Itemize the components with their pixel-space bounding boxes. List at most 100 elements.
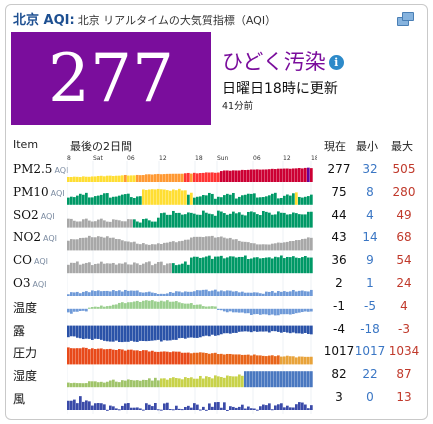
chart-bar [226,375,229,388]
chart-bar [262,197,265,205]
city-title[interactable]: 北京 AQI: [13,13,75,28]
chart-bar [232,239,235,251]
chart-bar [298,308,301,313]
chart-bar [259,325,262,332]
chart-bar [136,263,139,274]
chart-bar [289,371,292,388]
chart-bar [154,174,157,182]
chart-bar [193,172,196,182]
chart-bar [109,175,112,182]
chart-bar [181,214,184,228]
chart-bar [85,325,88,339]
chart-bar [253,292,256,296]
chart-bar [244,292,247,296]
chart-bar [67,400,70,410]
row-name: CO [13,253,33,268]
chart-bar [184,291,187,296]
chart-bar [139,264,142,274]
chart-bar [187,291,190,296]
chart-bar [274,371,277,388]
info-icon[interactable]: i [328,55,344,70]
chart-bar [220,197,223,205]
chart-bar [112,262,115,274]
chart-bar [79,308,82,311]
chart-bar [211,306,214,309]
chart-bar [235,198,238,205]
chart-bar [304,308,307,312]
chart-bar [259,293,262,296]
chart-bar [292,407,295,410]
chart-bar [310,308,313,312]
chart-bar [136,407,139,410]
chart-bar [238,256,241,274]
chart-bar [262,244,265,251]
chart-bar [118,195,121,205]
chart-bar [292,325,295,333]
chart-bar [70,262,73,274]
chart-bar [145,300,148,309]
chart-bar [118,302,121,309]
chart-bar [199,257,202,274]
chart-bar [148,378,151,388]
chart-bar [304,371,307,388]
chart-bar [166,263,169,274]
view-toggle-icon[interactable] [397,11,417,27]
chart-bar [175,378,178,388]
chart-bar [241,169,244,182]
chart-bar [292,356,295,365]
chart-bar [139,222,142,228]
chart-bar [265,325,268,332]
chart-bar [235,308,238,313]
chart-bar [97,306,100,309]
col-current: 現在 [324,140,346,153]
chart-bar [298,240,301,251]
chart-bar [307,408,310,410]
chart-bar [277,242,280,251]
chart-bar [256,197,259,205]
chart-bar [109,380,112,388]
chart-bar [82,263,85,274]
chart-bar [136,174,139,182]
chart-bar [250,408,253,410]
row-min-3: 14 [362,230,378,245]
chart-bar [127,349,130,365]
chart-bar [76,221,79,228]
chart-bar [301,356,304,365]
chart-bar [178,408,181,410]
chart-bar [259,355,262,365]
chart-bar [67,176,70,182]
chart-bar [247,325,250,332]
chart-bar [178,241,181,251]
chart-bar [214,237,217,251]
history-charts[interactable]: 8 Sat 06 12 18 Sun 06 12 18 [67,152,317,414]
chart-bar [196,196,199,205]
chart-bar [301,402,304,410]
chart-bar [169,241,172,251]
chart-bar [85,237,88,251]
chart-bar [76,383,79,388]
chart-bar [118,239,121,251]
chart-bar [208,255,211,274]
aqi-level-text: ひどく汚染 [222,50,326,74]
chart-bar [244,354,247,365]
chart-bar [265,308,268,315]
chart-bar [271,409,274,411]
chart-bar [115,304,118,309]
chart-bar [172,301,175,309]
chart-bar [196,378,199,388]
chart-bar [184,261,187,274]
chart-bar [181,173,184,182]
row-max-6: 4 [400,298,408,313]
chart-bar [301,214,304,228]
chart-bar [160,325,163,342]
chart-bar [121,263,124,274]
chart-bar [208,172,211,182]
chart-bar [148,220,151,228]
chart-bar [268,308,271,316]
chart-bar [106,381,109,388]
chart-bar [121,175,124,182]
chart-bar [265,291,268,296]
chart-bar [94,306,97,309]
chart-bar [100,348,103,365]
chart-bar [250,258,253,274]
